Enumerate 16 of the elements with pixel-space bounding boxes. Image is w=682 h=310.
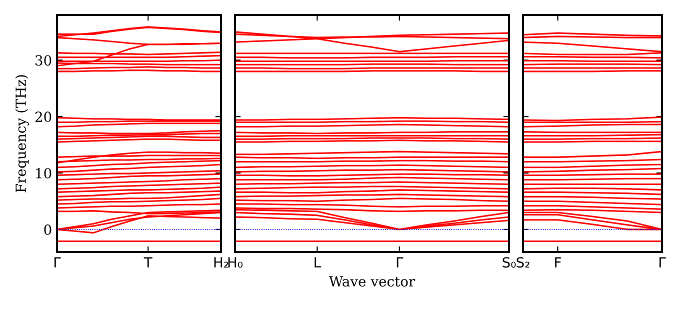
x-tick-label: L — [314, 257, 321, 268]
y-tick-label: 0 — [44, 224, 52, 235]
y-tick-label: 20 — [35, 112, 52, 122]
x-tick-label: Γ — [54, 257, 61, 268]
x-tick-label: T — [144, 257, 152, 268]
x-tick-label: S₂ — [516, 257, 530, 268]
x-tick-label: S₀ — [502, 257, 516, 268]
x-tick-label: Γ — [396, 257, 404, 268]
x-tick-label: Γ — [659, 257, 666, 268]
y-axis-title: Frequency (THz) — [15, 75, 29, 192]
x-axis-title: Wave vector — [328, 276, 416, 287]
x-tick-label: F — [555, 257, 561, 268]
y-tick-label: 10 — [36, 168, 52, 178]
x-tick-label: H₀ — [228, 257, 243, 268]
y-tick-label: 30 — [36, 55, 52, 66]
x-tick-label: H₂ — [214, 257, 228, 268]
